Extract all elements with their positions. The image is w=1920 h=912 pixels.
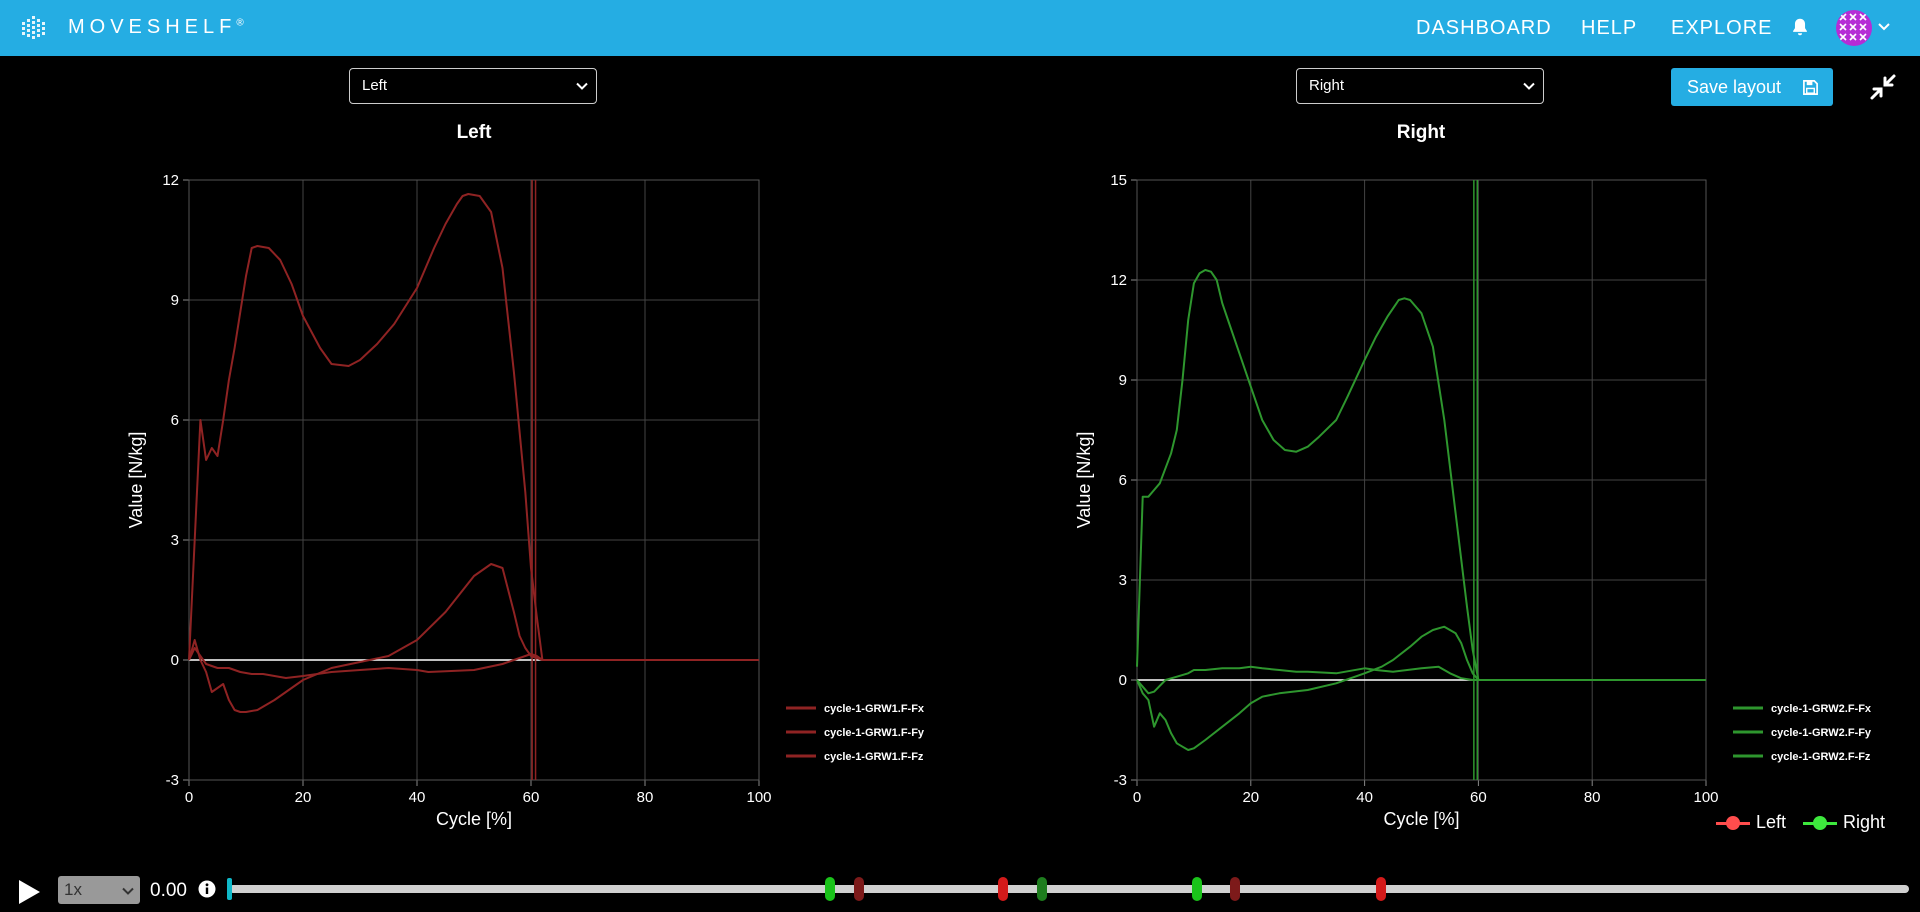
- save-layout-label: Save layout: [1687, 77, 1782, 97]
- info-icon[interactable]: [198, 880, 216, 898]
- legend-right-dot: [1813, 816, 1827, 831]
- top-navbar: MOVESHELF® DASHBOARD HELP EXPLORE: [0, 0, 1920, 56]
- legend-left-swatch: [1716, 816, 1750, 831]
- timeline-event-marker[interactable]: [998, 877, 1009, 901]
- x-axis-label: Cycle [%]: [436, 809, 512, 829]
- x-tick-label: 0: [185, 789, 193, 806]
- x-tick-label: 20: [1242, 789, 1259, 806]
- grid: 0 20 40 60 80 100 -3 0 3 6 9 12 15: [1110, 172, 1718, 806]
- y-tick-label: 12: [1110, 272, 1127, 289]
- legend-label[interactable]: cycle-1-GRW2.F-Fy: [1771, 727, 1872, 739]
- x-tick-label: 60: [523, 789, 540, 806]
- series-line-cycle-1-GRW2.F-Fx[interactable]: [1136, 665, 1706, 695]
- y-axis-label: Value [N/kg]: [1074, 432, 1094, 529]
- x-tick-label: 100: [746, 789, 771, 806]
- legend-left-dot: [1726, 816, 1740, 831]
- x-tick-label: 80: [637, 789, 654, 806]
- legend-left-label: Left: [1756, 812, 1787, 832]
- legend-right: Right: [1803, 812, 1885, 833]
- y-tick-label: 6: [1119, 472, 1127, 489]
- x-tick-label: 0: [1133, 789, 1141, 806]
- y-axis-label: Value [N/kg]: [126, 432, 146, 529]
- brand-name[interactable]: MOVESHELF®: [68, 16, 244, 39]
- legend-label[interactable]: cycle-1-GRW2.F-Fx: [1771, 703, 1872, 715]
- y-tick-label: 15: [1110, 172, 1127, 189]
- floppy-disk-icon: [1803, 80, 1818, 95]
- legend-right-swatch: [1803, 816, 1837, 831]
- brand-text: MOVESHELF: [68, 16, 237, 38]
- series-line-cycle-1-GRW1.F-Fz[interactable]: [188, 193, 759, 661]
- y-tick-label: 6: [171, 412, 179, 429]
- legend-label[interactable]: cycle-1-GRW1.F-Fz: [824, 751, 924, 763]
- timeline-event-marker[interactable]: [1037, 877, 1048, 901]
- series-line-cycle-1-GRW1.F-Fy[interactable]: [188, 563, 759, 713]
- plot-frame: [1136, 179, 1707, 781]
- x-axis-label: Cycle [%]: [1383, 809, 1459, 829]
- chevron-down-icon: [1523, 82, 1535, 90]
- y-tick-label: 12: [162, 172, 179, 189]
- right-chart-title: Right: [1396, 122, 1446, 143]
- legend-label[interactable]: cycle-1-GRW1.F-Fx: [824, 703, 925, 715]
- left-chart: 0 20 40 60 80 100 -3 0 3 6 9 12 cycle-1-GRW1.F-Fx cyc…: [126, 172, 925, 829]
- y-tick-label: 0: [171, 652, 179, 669]
- timeline-handle[interactable]: [227, 878, 232, 900]
- legend-right-label: Right: [1843, 812, 1886, 832]
- chevron-down-icon: [576, 82, 588, 90]
- chevron-down-icon[interactable]: [1877, 20, 1891, 34]
- nav-help[interactable]: HELP: [1581, 17, 1638, 39]
- y-tick-label: -3: [1114, 772, 1127, 789]
- legend-label[interactable]: cycle-1-GRW1.F-Fy: [824, 727, 925, 739]
- moveshelf-logo-icon[interactable]: [18, 12, 50, 44]
- x-tick-label: 80: [1584, 789, 1601, 806]
- playback-speed-value: 1x: [64, 880, 82, 899]
- left-chart-title: Left: [456, 122, 492, 143]
- y-tick-label: -3: [166, 772, 179, 789]
- timeline-event-marker[interactable]: [1376, 877, 1387, 901]
- chevron-down-icon: [122, 887, 134, 895]
- y-tick-label: 9: [171, 292, 179, 309]
- save-layout-button[interactable]: Save layout: [1671, 68, 1833, 106]
- y-tick-label: 0: [1119, 672, 1127, 689]
- timeline-event-marker[interactable]: [854, 877, 864, 901]
- bell-icon[interactable]: [1789, 16, 1811, 38]
- legend-left: Left: [1716, 812, 1786, 833]
- nav-explore[interactable]: EXPLORE: [1671, 17, 1773, 39]
- collapse-arrows-icon[interactable]: [1868, 72, 1898, 102]
- y-tick-label: 9: [1119, 372, 1127, 389]
- y-tick-label: 3: [1119, 572, 1127, 589]
- timeline-track[interactable]: [229, 885, 1909, 893]
- avatar[interactable]: [1836, 10, 1872, 46]
- trademark: ®: [236, 17, 244, 29]
- left-panel-select[interactable]: Left: [349, 68, 597, 104]
- x-tick-label: 40: [1356, 789, 1373, 806]
- left-panel-select-value: Left: [362, 77, 388, 94]
- x-tick-label: 40: [409, 789, 426, 806]
- right-panel-select[interactable]: Right: [1296, 68, 1544, 104]
- series-line-cycle-1-GRW2.F-Fz[interactable]: [1136, 269, 1706, 681]
- x-tick-label: 100: [1693, 789, 1718, 806]
- play-icon[interactable]: [16, 878, 42, 906]
- timeline-event-marker[interactable]: [1191, 877, 1202, 901]
- series-line-cycle-1-GRW2.F-Fy[interactable]: [1136, 625, 1706, 751]
- y-tick-label: 3: [171, 532, 179, 549]
- playback-speed-select[interactable]: 1x: [58, 876, 140, 904]
- timeline-event-marker[interactable]: [825, 877, 836, 901]
- plot-frame: [188, 179, 760, 781]
- timeline-event-marker[interactable]: [1230, 877, 1241, 901]
- nav-dashboard[interactable]: DASHBOARD: [1416, 17, 1552, 39]
- playback-time: 0.00: [150, 880, 187, 901]
- right-chart: 0 20 40 60 80 100 -3 0 3 6 9 12 15 cycle-1-GRW2.F-Fx c…: [1074, 172, 1872, 829]
- series-line-cycle-1-GRW1.F-Fx[interactable]: [188, 647, 759, 679]
- right-panel-select-value: Right: [1309, 77, 1345, 94]
- x-tick-label: 20: [295, 789, 312, 806]
- legend-label[interactable]: cycle-1-GRW2.F-Fz: [1771, 751, 1871, 763]
- x-tick-label: 60: [1470, 789, 1487, 806]
